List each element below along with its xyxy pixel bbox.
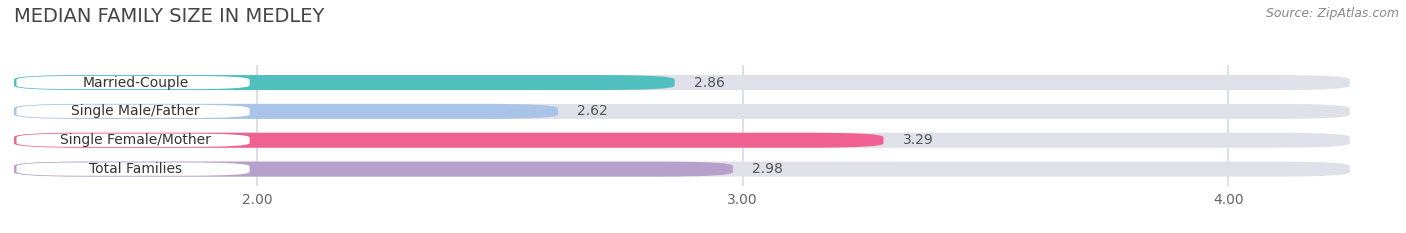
FancyBboxPatch shape bbox=[17, 105, 250, 118]
FancyBboxPatch shape bbox=[14, 104, 558, 119]
FancyBboxPatch shape bbox=[14, 133, 883, 148]
FancyBboxPatch shape bbox=[17, 162, 250, 176]
FancyBboxPatch shape bbox=[14, 162, 733, 177]
Text: Married-Couple: Married-Couple bbox=[83, 75, 188, 89]
FancyBboxPatch shape bbox=[14, 162, 1350, 177]
FancyBboxPatch shape bbox=[14, 104, 1350, 119]
Text: 2.62: 2.62 bbox=[578, 104, 609, 118]
FancyBboxPatch shape bbox=[17, 134, 250, 147]
Text: Source: ZipAtlas.com: Source: ZipAtlas.com bbox=[1265, 7, 1399, 20]
Text: 2.86: 2.86 bbox=[695, 75, 725, 89]
FancyBboxPatch shape bbox=[14, 75, 1350, 90]
Text: MEDIAN FAMILY SIZE IN MEDLEY: MEDIAN FAMILY SIZE IN MEDLEY bbox=[14, 7, 325, 26]
Text: Single Male/Father: Single Male/Father bbox=[72, 104, 200, 118]
Text: 2.98: 2.98 bbox=[752, 162, 783, 176]
Text: Single Female/Mother: Single Female/Mother bbox=[60, 133, 211, 147]
FancyBboxPatch shape bbox=[14, 75, 675, 90]
FancyBboxPatch shape bbox=[14, 133, 1350, 148]
Text: 3.29: 3.29 bbox=[903, 133, 934, 147]
Text: Total Families: Total Families bbox=[89, 162, 181, 176]
FancyBboxPatch shape bbox=[17, 76, 250, 89]
